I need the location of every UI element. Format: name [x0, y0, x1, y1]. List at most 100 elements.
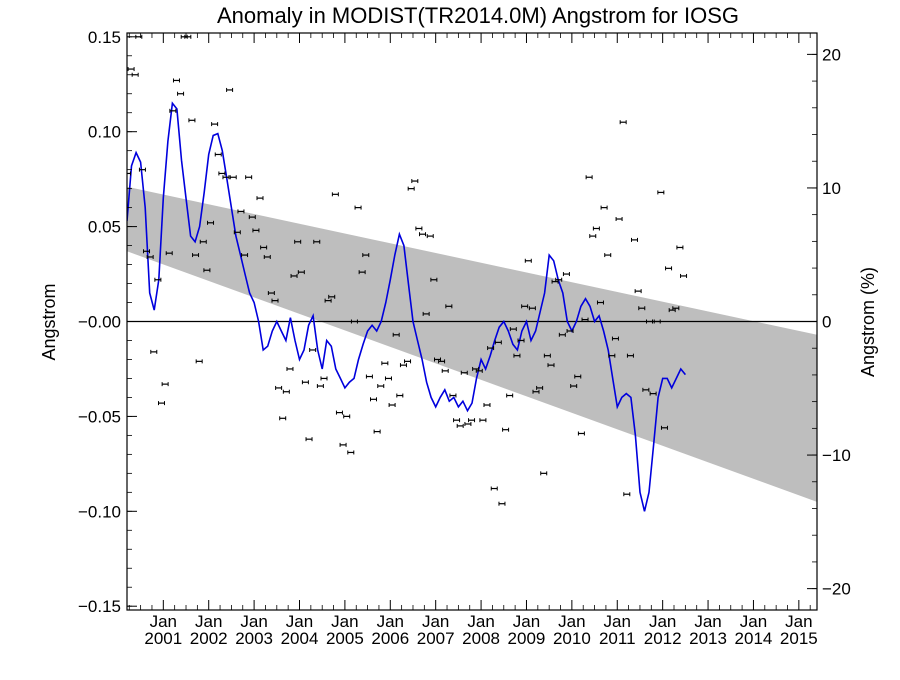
y-right-tick-label: 0 — [822, 313, 831, 332]
data-point — [150, 349, 158, 354]
data-point — [158, 401, 165, 406]
data-point — [468, 418, 476, 423]
data-point — [233, 230, 241, 235]
x-tick-month-label: Jan — [377, 612, 404, 631]
data-point — [350, 319, 358, 324]
x-tick-month-label: Jan — [195, 612, 222, 631]
x-tick-year-label: 2008 — [462, 629, 500, 648]
data-point — [411, 179, 419, 184]
x-tick-year-label: 2003 — [235, 629, 273, 648]
x-tick-month-label: Jan — [422, 612, 449, 631]
data-point — [464, 421, 472, 426]
data-point — [415, 226, 423, 231]
data-point — [358, 270, 366, 275]
data-point — [297, 270, 305, 275]
data-point — [577, 431, 585, 436]
data-point — [623, 492, 631, 497]
data-point — [649, 391, 657, 396]
data-point — [513, 353, 521, 358]
data-point — [456, 423, 464, 428]
data-point — [660, 425, 668, 430]
data-point — [626, 353, 634, 358]
x-tick-month-label: Jan — [240, 612, 267, 631]
data-point — [214, 152, 222, 157]
data-point — [547, 363, 555, 368]
data-point — [279, 416, 287, 421]
data-point — [680, 273, 688, 278]
data-point — [362, 253, 370, 258]
x-tick-year-label: 2005 — [326, 629, 364, 648]
data-point — [229, 175, 237, 180]
data-point — [177, 91, 185, 96]
data-point — [320, 376, 328, 381]
data-point — [441, 368, 449, 373]
data-point — [657, 190, 665, 195]
x-tick-month-label: Jan — [513, 612, 540, 631]
data-point — [483, 403, 491, 408]
data-point — [574, 374, 582, 379]
x-tick-year-label: 2013 — [689, 629, 727, 648]
data-point — [222, 175, 230, 180]
data-point — [645, 319, 653, 324]
data-point — [282, 389, 290, 394]
data-point — [611, 336, 619, 341]
data-point — [566, 328, 574, 333]
data-point — [419, 232, 427, 237]
y-tick-label: −0.15 — [78, 597, 121, 616]
data-point — [275, 385, 283, 390]
data-point — [369, 397, 377, 402]
y-tick-label: −0.10 — [78, 502, 121, 521]
data-point — [581, 317, 589, 322]
data-point — [536, 385, 544, 390]
x-tick-month-label: Jan — [649, 612, 676, 631]
data-point — [381, 361, 389, 366]
x-tick-year-label: 2007 — [417, 629, 455, 648]
data-point — [305, 437, 313, 442]
data-point — [211, 122, 219, 127]
data-point — [453, 418, 461, 423]
data-point — [524, 258, 532, 263]
data-point — [672, 306, 680, 311]
data-point — [392, 332, 400, 337]
data-point — [604, 253, 612, 258]
data-point — [619, 120, 627, 125]
data-point — [316, 384, 324, 389]
data-point — [407, 186, 415, 191]
x-tick-year-label: 2012 — [644, 629, 682, 648]
x-tick-month-label: Jan — [331, 612, 358, 631]
data-point — [271, 298, 279, 303]
x-tick-month-label: Jan — [150, 612, 177, 631]
x-tick-month-label: Jan — [558, 612, 585, 631]
y-right-tick-label: 20 — [822, 45, 841, 64]
data-point — [475, 368, 483, 373]
data-point — [256, 196, 264, 201]
data-point — [585, 175, 593, 180]
x-tick-month-label: Jan — [694, 612, 721, 631]
data-point — [309, 347, 317, 352]
data-point — [479, 418, 487, 423]
data-point — [328, 294, 336, 299]
data-point — [449, 393, 457, 398]
data-point — [498, 501, 506, 506]
data-point — [600, 205, 608, 210]
x-tick-year-label: 2015 — [780, 629, 818, 648]
data-point — [438, 359, 446, 364]
y-axis-label: Angstrom — [39, 283, 59, 360]
data-point — [339, 442, 347, 447]
data-point — [532, 389, 540, 394]
x-tick-year-label: 2001 — [144, 629, 182, 648]
data-point — [218, 171, 226, 176]
data-point — [487, 346, 495, 351]
x-tick-year-label: 2010 — [553, 629, 591, 648]
x-tick-month-label: Jan — [604, 612, 631, 631]
y-tick-label: −0.05 — [78, 407, 121, 426]
data-point — [377, 384, 385, 389]
data-point — [388, 403, 396, 408]
data-point — [490, 486, 498, 491]
data-point — [665, 266, 673, 271]
data-point — [237, 209, 245, 214]
data-point — [494, 340, 502, 345]
data-point — [396, 393, 404, 398]
data-point — [138, 167, 146, 172]
